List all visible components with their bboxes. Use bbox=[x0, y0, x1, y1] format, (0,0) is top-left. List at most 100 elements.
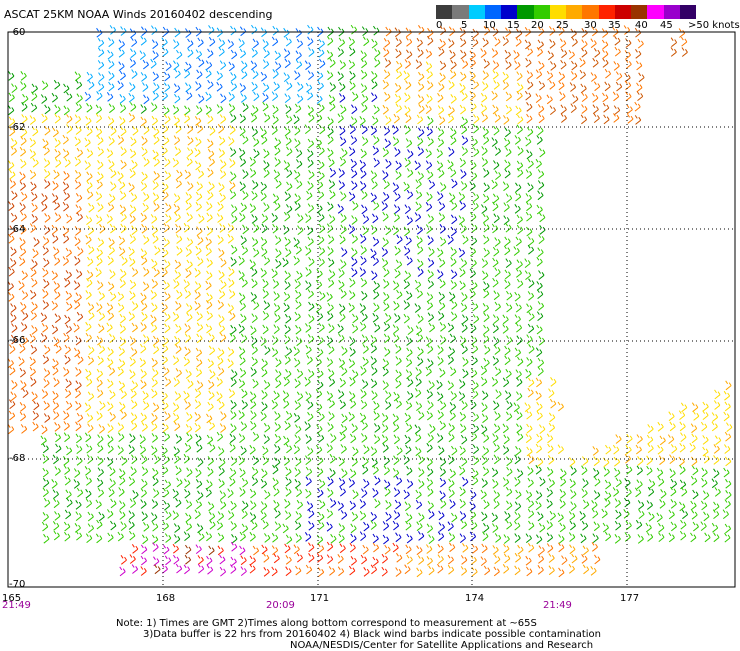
wind-barb bbox=[363, 567, 370, 577]
wind-barb bbox=[218, 314, 225, 324]
wind-barb bbox=[308, 553, 315, 563]
wind-barb bbox=[186, 312, 193, 323]
wind-barb bbox=[21, 191, 28, 202]
wind-barb bbox=[165, 61, 172, 71]
wind-barb bbox=[504, 168, 511, 179]
wind-barb bbox=[527, 158, 534, 169]
wind-barb bbox=[427, 35, 434, 46]
wind-barb bbox=[439, 477, 447, 488]
wind-barb bbox=[348, 358, 356, 369]
wind-barb bbox=[316, 94, 323, 104]
wind-barb bbox=[21, 335, 29, 346]
wind-barb bbox=[305, 280, 312, 290]
wind-barb bbox=[559, 522, 566, 533]
wind-barb bbox=[469, 50, 476, 61]
wind-barb bbox=[482, 70, 489, 81]
wind-barb bbox=[250, 325, 257, 336]
wind-barb bbox=[384, 544, 391, 555]
wind-barb bbox=[384, 486, 391, 497]
wind-barb bbox=[371, 179, 378, 190]
wind-barb bbox=[340, 259, 347, 269]
wind-barb bbox=[615, 477, 622, 488]
wind-barb bbox=[249, 157, 256, 167]
wind-barb bbox=[726, 422, 733, 432]
wind-barb bbox=[625, 444, 632, 455]
wind-barb bbox=[119, 190, 127, 201]
wind-barb bbox=[527, 291, 535, 301]
wind-barb bbox=[173, 203, 180, 214]
wind-barb bbox=[704, 532, 711, 543]
wind-barb bbox=[451, 445, 458, 456]
wind-barb bbox=[461, 91, 468, 102]
wind-barb bbox=[253, 148, 260, 159]
wind-barb bbox=[120, 555, 127, 565]
wind-barb bbox=[669, 421, 676, 432]
wind-barb bbox=[286, 81, 293, 91]
wind-barb bbox=[538, 60, 545, 71]
wind-barb bbox=[294, 103, 302, 114]
wind-barb bbox=[469, 181, 476, 191]
wind-barb bbox=[535, 500, 542, 511]
wind-barb bbox=[338, 333, 345, 343]
wind-barb bbox=[370, 356, 377, 366]
wind-barb bbox=[370, 564, 378, 575]
wind-barb bbox=[51, 224, 58, 235]
wind-barb bbox=[615, 81, 623, 92]
wind-barb bbox=[425, 202, 433, 212]
wind-barb bbox=[382, 211, 389, 222]
wind-barb bbox=[295, 59, 303, 70]
wind-barb bbox=[535, 69, 543, 80]
wind-barb bbox=[480, 376, 488, 387]
wind-barb bbox=[229, 467, 237, 478]
wind-barb bbox=[18, 256, 26, 267]
wind-barb bbox=[143, 522, 150, 532]
wind-barb bbox=[242, 224, 249, 235]
wind-barb bbox=[238, 433, 246, 443]
wind-barb bbox=[118, 380, 126, 391]
wind-barb bbox=[153, 157, 160, 167]
wind-barb bbox=[722, 509, 729, 519]
wind-barb bbox=[405, 544, 412, 555]
wind-barb bbox=[339, 431, 346, 442]
wind-barb bbox=[504, 236, 511, 247]
wind-barb bbox=[262, 59, 270, 69]
wind-barb bbox=[42, 467, 49, 478]
wind-barb bbox=[151, 279, 158, 289]
wind-barb bbox=[525, 555, 532, 566]
wind-barb bbox=[164, 377, 172, 387]
wind-barb bbox=[284, 334, 291, 345]
wind-barb bbox=[680, 432, 687, 442]
wind-barb bbox=[286, 204, 293, 214]
wind-barb bbox=[143, 94, 150, 105]
wind-barb bbox=[436, 148, 443, 159]
wind-barb bbox=[263, 380, 271, 390]
wind-barb bbox=[242, 102, 249, 113]
wind-barb bbox=[580, 533, 587, 544]
wind-barb bbox=[414, 424, 421, 435]
wind-barb bbox=[273, 324, 280, 334]
wind-barb bbox=[20, 424, 28, 434]
wind-barb bbox=[85, 476, 92, 486]
wind-barb bbox=[427, 136, 434, 147]
wind-barb bbox=[43, 158, 51, 168]
wind-barb bbox=[461, 344, 468, 355]
wind-barb bbox=[9, 344, 16, 354]
wind-barb bbox=[250, 410, 257, 420]
wind-barb bbox=[406, 255, 413, 266]
wind-barb bbox=[493, 490, 500, 500]
wind-barb bbox=[382, 380, 389, 390]
wind-barb bbox=[41, 389, 49, 399]
wind-barb bbox=[195, 347, 203, 358]
wind-barb bbox=[537, 180, 545, 190]
wind-barb bbox=[506, 500, 513, 511]
wind-barb bbox=[273, 303, 281, 313]
wind-barb bbox=[425, 224, 433, 234]
wind-barb bbox=[284, 313, 292, 324]
wind-barb bbox=[52, 489, 59, 499]
wind-barb bbox=[339, 136, 347, 147]
wind-barb bbox=[437, 191, 444, 201]
wind-barb bbox=[330, 433, 337, 443]
wind-barb bbox=[449, 291, 456, 302]
wind-barb bbox=[447, 554, 454, 565]
wind-barb bbox=[350, 158, 357, 169]
